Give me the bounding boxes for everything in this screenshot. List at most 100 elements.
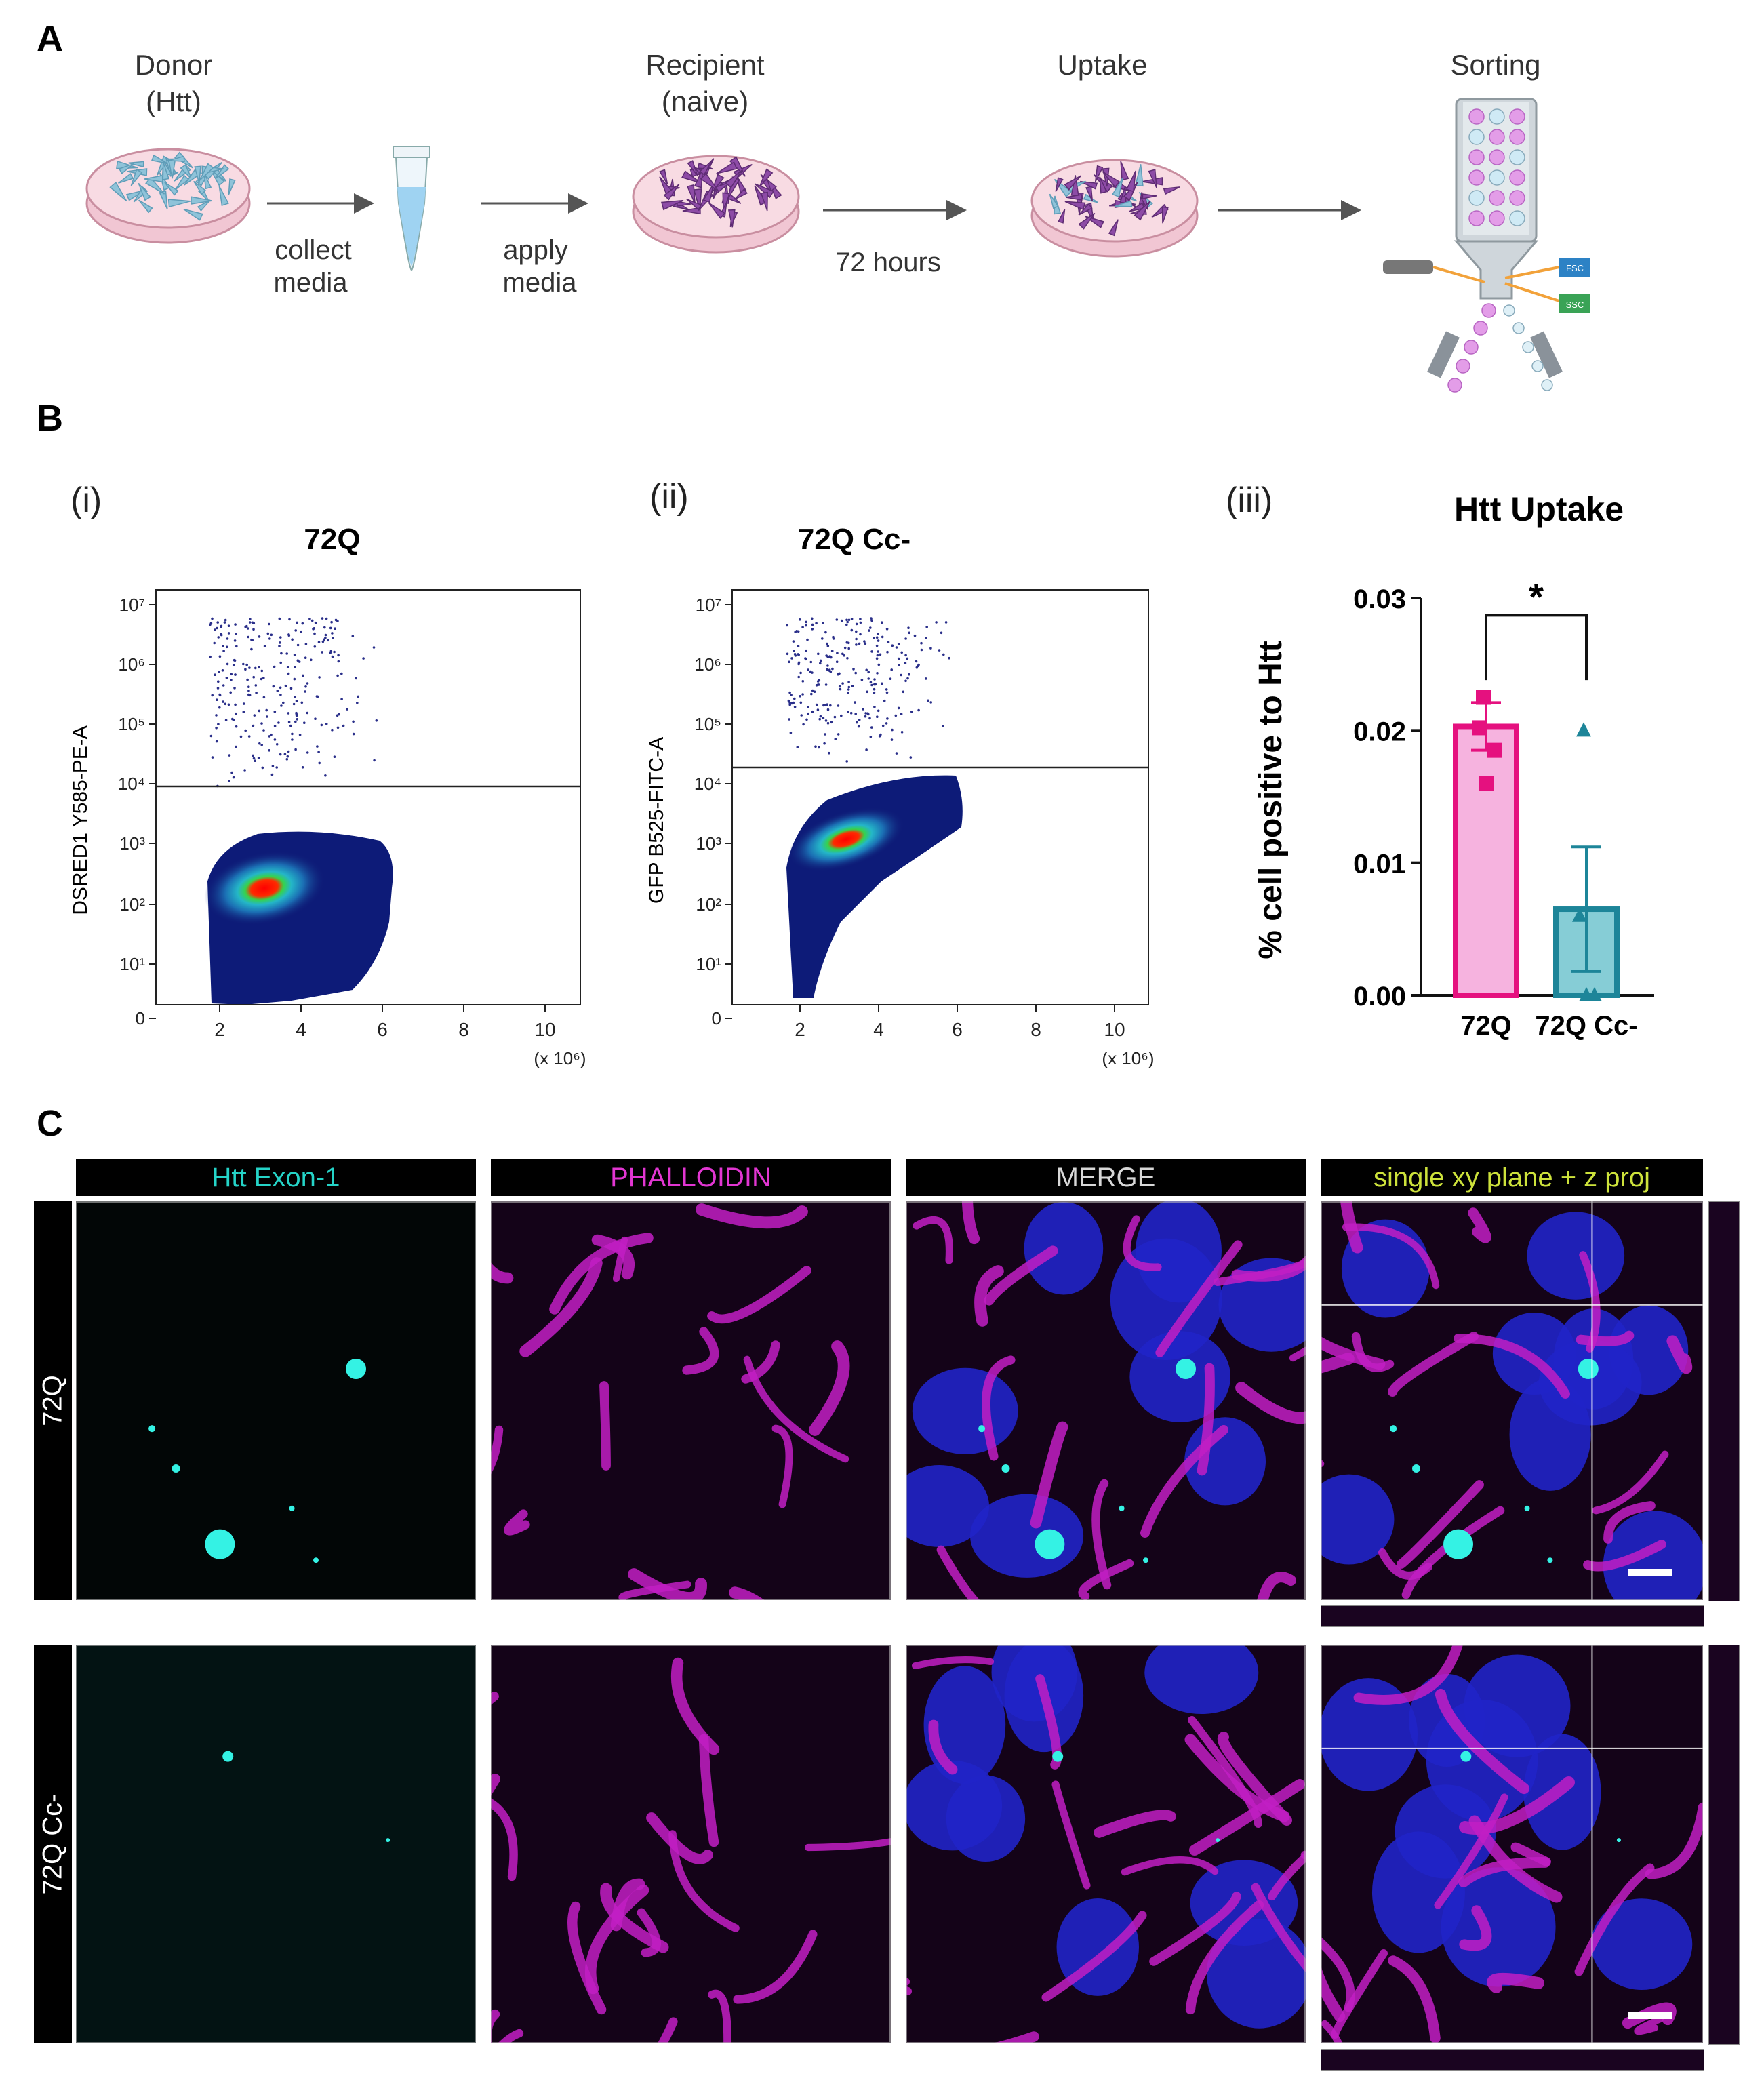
sorted-cell-dot (1456, 359, 1470, 374)
sparse-event (351, 635, 355, 637)
cell-membrane (504, 1509, 530, 1536)
nucleus (1553, 1308, 1634, 1410)
sorter-cell-dot (1468, 129, 1485, 145)
sparse-event (278, 617, 281, 620)
sparse-event (828, 751, 830, 755)
cell-membrane (682, 1327, 719, 1375)
sparse-event (810, 692, 813, 696)
sparse-event (815, 703, 818, 706)
htt-aggregate (1547, 1557, 1553, 1563)
z-projection-side (1708, 1201, 1740, 1601)
sorter-cell-dot (1468, 169, 1485, 186)
sparse-event (336, 620, 339, 622)
sparse-event (840, 714, 843, 717)
apply-label-2: media (503, 268, 578, 298)
sparse-event (214, 673, 216, 676)
htt-aggregate (1578, 1358, 1599, 1379)
cell-shape (1064, 175, 1082, 191)
cell-shape (663, 184, 680, 201)
sparse-event (867, 677, 870, 680)
cell-membrane (708, 1989, 731, 2043)
sparse-event (218, 671, 220, 673)
sparse-event (304, 643, 308, 645)
cell-membrane (1188, 1778, 1306, 1856)
sparse-event (789, 732, 793, 734)
sparse-event (352, 720, 355, 723)
cell-membrane (1510, 1842, 1551, 1866)
sparse-event (907, 626, 910, 629)
nucleus (1590, 1898, 1693, 1990)
cell-shape (716, 161, 738, 174)
cell-membrane (1197, 1363, 1215, 1476)
sparse-event (807, 712, 809, 715)
sparse-event (211, 694, 214, 697)
nucleus (1603, 1511, 1703, 1600)
cell-shape (203, 172, 212, 190)
sparse-event (228, 754, 231, 757)
sparse-event (886, 650, 889, 654)
cell-shape (1120, 161, 1129, 181)
sparse-event (822, 622, 824, 624)
sparse-event (314, 621, 317, 624)
sparse-event (881, 724, 885, 727)
sparse-event (228, 780, 231, 782)
sparse-event (279, 694, 282, 696)
sparse-event (346, 708, 348, 711)
sparse-event (257, 757, 260, 759)
cell-membrane (585, 1884, 649, 1995)
sparse-event (854, 701, 856, 704)
cell-shape (194, 165, 201, 184)
sorted-cell-dot (1522, 341, 1534, 353)
sparse-event (252, 675, 256, 679)
htt-aggregate (1460, 1751, 1472, 1762)
sparse-event (279, 753, 282, 756)
sparse-event (845, 760, 848, 763)
cell-shape (682, 207, 701, 215)
sparse-event (330, 620, 333, 624)
donor-label-1: Donor (135, 49, 212, 81)
cell-membrane (1458, 1857, 1550, 1887)
cell-membrane (1185, 1900, 1264, 2015)
sparse-event (925, 677, 927, 680)
nucleus (923, 1666, 1006, 1784)
sparse-event (870, 617, 873, 620)
sparse-event (249, 618, 252, 620)
nucleus (1110, 1238, 1222, 1361)
sparse-event (230, 771, 233, 774)
sparse-event (291, 738, 294, 741)
sparse-event (833, 715, 837, 719)
cell-shape (118, 173, 134, 184)
flow-x-tick: 2 (795, 1019, 805, 1040)
cell-membrane (804, 1838, 891, 1852)
nucleus (1129, 1331, 1231, 1422)
sparse-event (304, 685, 307, 688)
cell-membrane (1434, 1793, 1508, 1909)
nucleus (1144, 1645, 1259, 1715)
bar-category-label: 72Q Cc- (1535, 1011, 1637, 1041)
sparse-event (273, 725, 277, 727)
flow-plot-title: 72Q Cc- (798, 523, 910, 556)
sparse-event (904, 637, 907, 640)
sparse-event (821, 637, 824, 640)
sparse-event (890, 668, 893, 671)
sparse-event (834, 738, 837, 740)
cell-membrane (1267, 1851, 1306, 1901)
sparse-event (295, 713, 298, 716)
cell-membrane (1051, 1780, 1091, 1890)
sparse-event (314, 717, 317, 720)
sparse-event (291, 732, 294, 736)
sparse-event (260, 722, 263, 725)
sorted-cell-dot (1464, 340, 1479, 355)
flow-x-unit: (x 10⁶) (1102, 1048, 1154, 1068)
cell-shape (1078, 203, 1093, 216)
sparse-event (254, 684, 258, 687)
micrograph-htt-row1 (76, 1201, 476, 1600)
sparse-event (310, 619, 314, 622)
cell-membrane (599, 1381, 611, 1471)
sparse-event (894, 714, 898, 717)
sparse-event (225, 677, 228, 679)
sparse-event (797, 662, 800, 666)
sparse-event (217, 723, 220, 725)
sparse-event (811, 617, 814, 620)
flow-plot-ylabel: GFP B525-FITC-A (645, 737, 668, 904)
